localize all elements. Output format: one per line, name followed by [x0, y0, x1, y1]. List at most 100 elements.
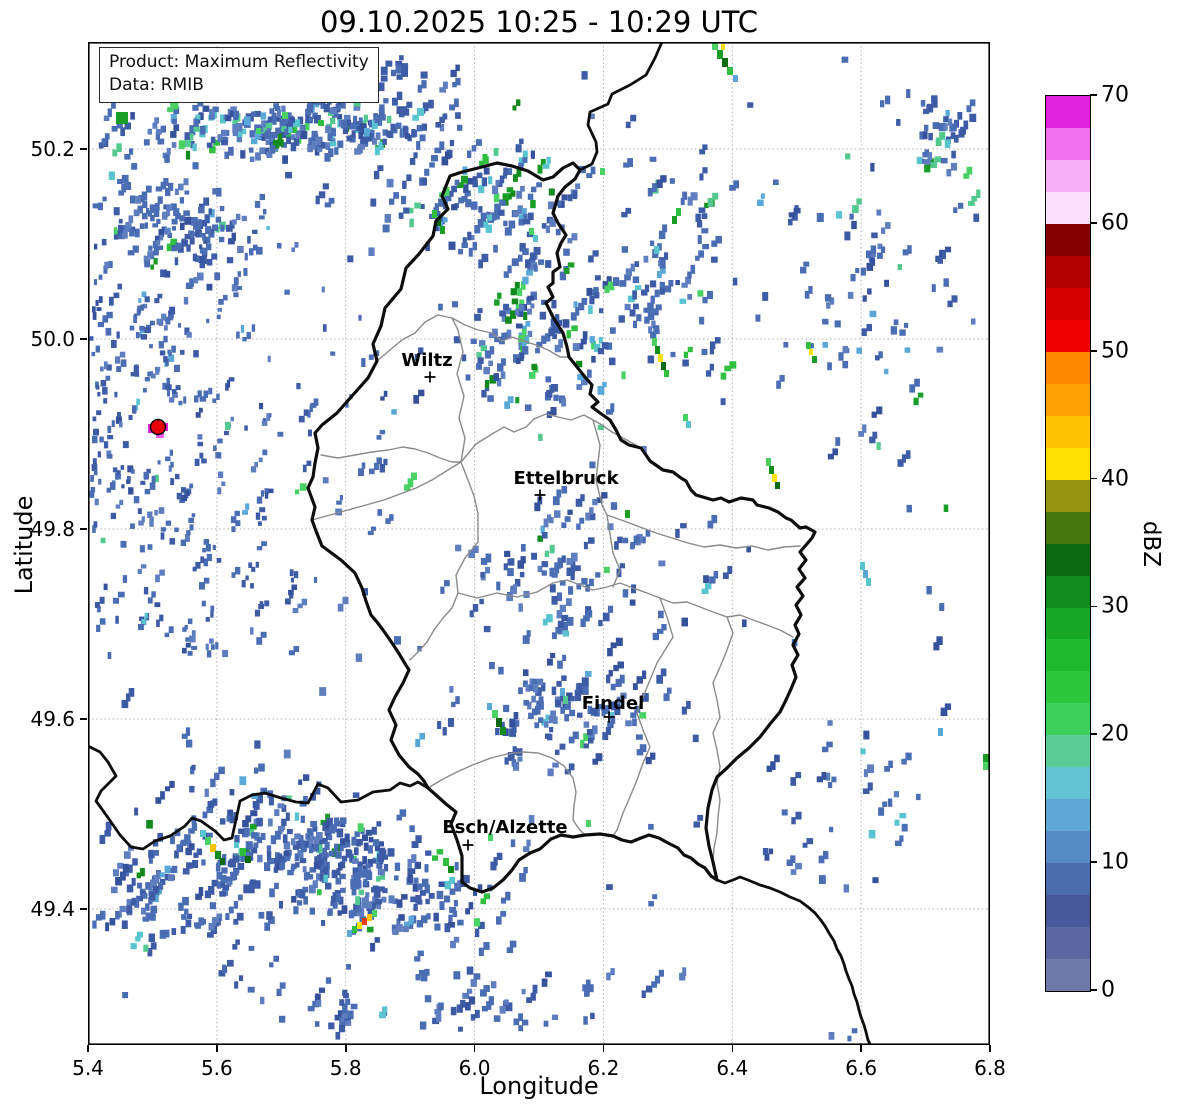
radar-echo — [666, 687, 672, 694]
radar-echo — [146, 820, 153, 829]
radar-echo — [489, 375, 497, 384]
radar-echo — [267, 916, 275, 925]
radar-echo — [153, 250, 159, 256]
radar-echo — [341, 905, 348, 914]
radar-echo — [407, 478, 414, 488]
radar-echo — [527, 330, 533, 338]
radar-echo — [121, 174, 129, 184]
radar-echo — [629, 309, 636, 317]
radar-echo — [345, 1020, 352, 1026]
radar-echo — [150, 879, 156, 888]
radar-echo — [212, 188, 219, 195]
radar-echo — [969, 99, 976, 107]
radar-echo — [842, 360, 849, 369]
radar-echo — [353, 115, 358, 124]
radar-echo — [634, 705, 641, 713]
radar-echo — [268, 488, 274, 494]
radar-echo — [484, 156, 489, 164]
radar-echo — [455, 77, 461, 86]
radar-echo — [149, 344, 153, 349]
radar-echo — [858, 431, 864, 437]
radar-echo — [178, 400, 183, 406]
radar-echo — [407, 858, 412, 868]
radar-echo — [651, 981, 658, 988]
radar-echo — [147, 511, 153, 518]
echo-feature — [245, 856, 251, 863]
radar-echo — [576, 523, 581, 530]
radar-echo — [455, 64, 460, 72]
radar-echo — [536, 341, 543, 348]
radar-echo — [602, 381, 607, 388]
radar-echo — [559, 271, 566, 281]
radar-echo — [505, 1002, 513, 1012]
radar-echo — [375, 132, 381, 141]
colorbar-segment — [1046, 255, 1090, 288]
radar-echo — [346, 964, 351, 970]
radar-echo — [170, 238, 177, 246]
radar-echo — [601, 492, 608, 499]
radar-echo — [130, 900, 135, 906]
radar-echo — [290, 866, 295, 872]
radar-echo — [424, 995, 432, 1003]
radar-echo — [455, 544, 462, 552]
radar-echo — [228, 906, 234, 914]
radar-echo — [116, 470, 121, 476]
radar-echo — [953, 134, 959, 143]
echo-feature — [812, 356, 817, 363]
radar-echo — [131, 877, 136, 886]
radar-echo — [615, 637, 623, 646]
colorbar-segment — [1046, 607, 1090, 640]
radar-echo — [648, 326, 653, 334]
colorbar-segment — [1046, 799, 1090, 832]
radar-echo — [246, 885, 253, 893]
radar-echo — [329, 850, 335, 857]
radar-echo — [451, 204, 458, 211]
radar-echo — [548, 715, 556, 724]
radar-echo — [124, 122, 131, 130]
radar-echo — [117, 591, 125, 598]
radar-echo — [519, 138, 524, 144]
radar-echo — [663, 252, 669, 260]
radar-echo — [450, 1006, 457, 1016]
radar-echo — [232, 855, 240, 863]
radar-echo — [535, 348, 540, 354]
echo-feature — [560, 688, 565, 696]
radar-echo — [901, 758, 907, 765]
radar-echo — [468, 902, 474, 910]
radar-echo — [176, 492, 183, 500]
radar-echo — [120, 127, 125, 137]
radar-echo — [651, 320, 656, 329]
radar-echo — [303, 795, 308, 805]
radar-echo — [224, 151, 229, 159]
radar-echo — [218, 766, 225, 775]
radar-echo — [381, 896, 387, 903]
radar-echo — [377, 82, 385, 92]
radar-echo — [554, 699, 562, 708]
radar-echo — [252, 229, 258, 234]
radar-echo — [522, 276, 529, 285]
radar-echo — [151, 591, 156, 598]
radar-echo — [365, 892, 370, 898]
radar-echo — [105, 922, 110, 932]
radar-echo — [121, 225, 129, 232]
radar-echo — [888, 760, 893, 768]
colorbar-segment — [1046, 959, 1090, 992]
radar-echo — [339, 999, 345, 1006]
radar-echo — [425, 898, 430, 905]
radar-echo — [519, 304, 525, 312]
radar-echo — [698, 250, 704, 258]
radar-echo — [276, 139, 284, 147]
radar-echo — [510, 190, 516, 197]
radar-echo — [156, 871, 161, 880]
radar-echo — [184, 138, 192, 148]
radar-echo — [897, 459, 904, 467]
radar-echo — [254, 461, 258, 468]
radar-echo — [945, 246, 952, 253]
radar-echo — [142, 200, 148, 209]
radar-echo — [555, 319, 562, 326]
radar-echo — [902, 249, 909, 256]
radar-echo — [267, 858, 274, 865]
radar-echo — [107, 425, 112, 434]
radar-echo — [122, 863, 129, 873]
radar-echo — [178, 183, 184, 191]
